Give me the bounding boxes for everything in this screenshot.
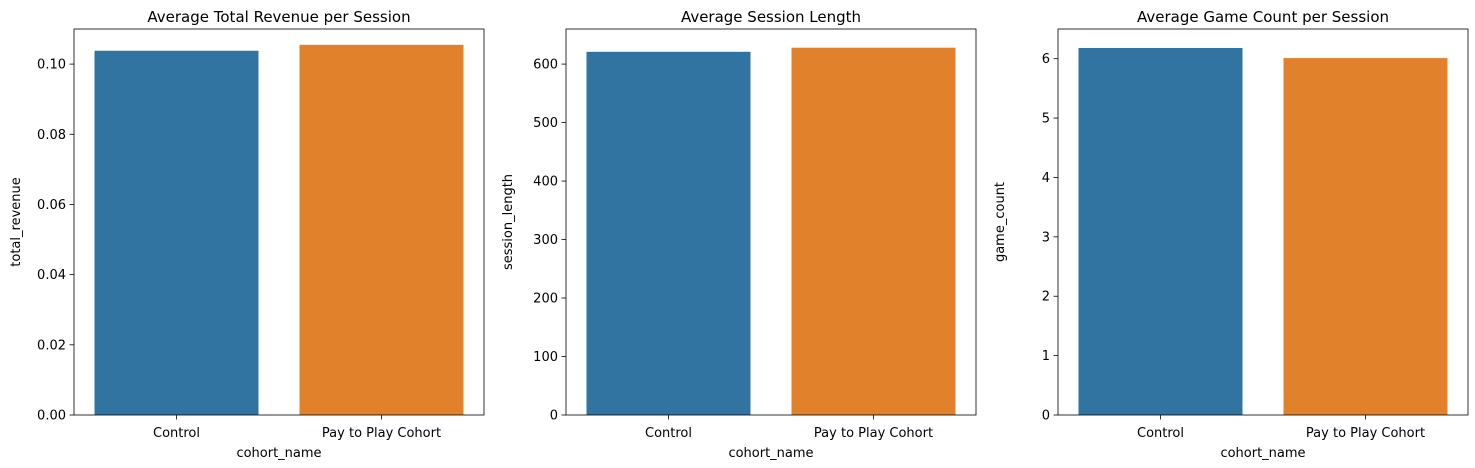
y-tick-label: 2: [1042, 290, 1050, 305]
y-tick-label: 0.02: [37, 338, 66, 353]
x-tick-label: Pay to Play Cohort: [814, 426, 933, 441]
chart-panel-1: 0.00 0.02 0.04 0.06 0.08 0.10 Control Pay to Pl…: [9, 8, 485, 461]
bar-control: [586, 51, 751, 416]
y-tick-label: 3: [1042, 230, 1050, 245]
x-axis-label: cohort_name: [1220, 446, 1305, 461]
x-axis-label: cohort_name: [236, 446, 321, 461]
bar-control: [94, 50, 259, 416]
y-tick-label: 0.08: [37, 128, 66, 143]
y-tick-label: 100: [533, 350, 558, 365]
y-tick-label: 5: [1042, 112, 1050, 127]
y-tick-label: 0.00: [37, 409, 66, 424]
y-axis-label: total_revenue: [9, 177, 24, 266]
y-tick-label: 0.10: [37, 58, 66, 73]
y-tick-label: 300: [533, 233, 558, 248]
chart-title: Average Session Length: [681, 8, 861, 26]
y-tick-label: 1: [1042, 349, 1050, 364]
bar-pay-to-play-cohort: [1283, 58, 1448, 416]
y-tick-label: 400: [533, 175, 558, 190]
chart-panel-3: 0 1 2 3 4 5 6 Control Pay to Play Cohort Average …: [993, 8, 1469, 461]
y-tick-label: 0: [1042, 409, 1050, 424]
y-tick-label: 0.06: [37, 198, 66, 213]
y-tick-label: 0.04: [37, 268, 66, 283]
bar-pay-to-play-cohort: [299, 44, 464, 416]
chart-title: Average Total Revenue per Session: [147, 8, 410, 26]
y-tick-label: 500: [533, 116, 558, 131]
x-tick-label: Control: [645, 426, 692, 441]
x-tick-label: Pay to Play Cohort: [1306, 426, 1425, 441]
y-tick-label: 6: [1042, 52, 1050, 67]
y-axis-label: game_count: [993, 182, 1008, 262]
chart-panel-2: 0 100 200 300 400 500 600 Control Pay to Play Co…: [501, 8, 977, 461]
y-tick-label: 0: [550, 409, 558, 424]
y-axis-label: session_length: [501, 174, 516, 270]
x-tick-label: Control: [153, 426, 200, 441]
y-tick-label: 4: [1042, 171, 1050, 186]
bar-pay-to-play-cohort: [791, 47, 956, 416]
y-tick-label: 200: [533, 292, 558, 307]
x-tick-label: Control: [1137, 426, 1184, 441]
bar-control: [1078, 48, 1243, 415]
x-tick-label: Pay to Play Cohort: [322, 426, 441, 441]
x-axis-label: cohort_name: [728, 446, 813, 461]
axes-frame: [565, 28, 977, 416]
axes-frame: [73, 28, 485, 416]
chart-title: Average Game Count per Session: [1137, 8, 1389, 26]
y-tick-label: 600: [533, 58, 558, 73]
axes-frame: [1057, 28, 1469, 416]
